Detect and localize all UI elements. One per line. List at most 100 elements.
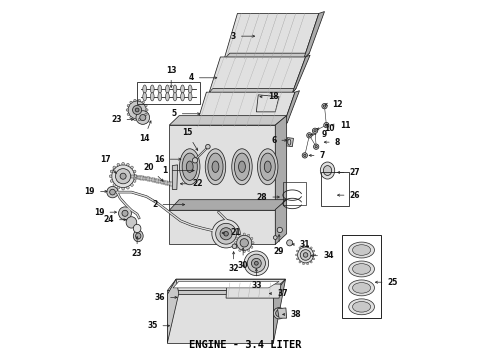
Ellipse shape <box>133 170 136 173</box>
Ellipse shape <box>220 228 232 240</box>
Text: 1: 1 <box>162 166 194 175</box>
Text: 35: 35 <box>147 321 170 330</box>
Text: 29: 29 <box>274 235 284 256</box>
Ellipse shape <box>310 261 312 263</box>
Ellipse shape <box>109 175 112 177</box>
Ellipse shape <box>130 117 132 119</box>
Text: 19: 19 <box>85 187 107 196</box>
Ellipse shape <box>212 161 219 172</box>
Text: 33: 33 <box>251 269 262 291</box>
Polygon shape <box>169 200 287 210</box>
Ellipse shape <box>252 242 254 244</box>
Bar <box>140 176 144 180</box>
Ellipse shape <box>307 133 312 138</box>
Text: 20: 20 <box>144 163 163 181</box>
Text: 31: 31 <box>292 240 311 249</box>
Polygon shape <box>168 279 286 291</box>
Ellipse shape <box>116 168 131 184</box>
Ellipse shape <box>302 153 307 158</box>
Polygon shape <box>168 294 273 343</box>
Ellipse shape <box>188 85 192 93</box>
Text: 16: 16 <box>154 155 181 164</box>
Ellipse shape <box>142 101 145 103</box>
Text: 15: 15 <box>182 128 198 150</box>
Bar <box>154 179 157 182</box>
Text: ENGINE - 3.4 LITER: ENGINE - 3.4 LITER <box>189 341 301 351</box>
Text: 17: 17 <box>100 155 116 174</box>
Polygon shape <box>287 138 294 147</box>
Polygon shape <box>293 55 310 93</box>
Ellipse shape <box>234 242 237 244</box>
Ellipse shape <box>239 234 241 237</box>
Ellipse shape <box>310 247 312 249</box>
Ellipse shape <box>288 139 291 145</box>
Bar <box>156 179 159 183</box>
Ellipse shape <box>130 101 132 103</box>
Ellipse shape <box>134 99 136 102</box>
Ellipse shape <box>173 93 177 101</box>
Bar <box>137 82 199 104</box>
Polygon shape <box>224 53 309 59</box>
Text: 23: 23 <box>111 115 134 124</box>
Ellipse shape <box>352 302 370 312</box>
Text: 13: 13 <box>166 66 176 87</box>
Text: 21: 21 <box>222 229 241 238</box>
Polygon shape <box>275 200 287 244</box>
Ellipse shape <box>140 114 146 121</box>
Ellipse shape <box>244 251 269 276</box>
Text: 8: 8 <box>324 138 340 147</box>
Ellipse shape <box>349 242 374 258</box>
Ellipse shape <box>186 158 190 162</box>
Ellipse shape <box>240 239 248 247</box>
Bar <box>342 235 381 318</box>
Ellipse shape <box>313 258 315 260</box>
Ellipse shape <box>303 245 304 247</box>
Ellipse shape <box>254 261 258 265</box>
Bar <box>147 177 150 181</box>
Ellipse shape <box>224 231 228 236</box>
Text: 3: 3 <box>231 32 255 41</box>
Polygon shape <box>168 279 179 343</box>
Ellipse shape <box>166 85 169 93</box>
Ellipse shape <box>277 227 282 233</box>
Ellipse shape <box>122 162 124 165</box>
Ellipse shape <box>314 130 316 132</box>
Ellipse shape <box>304 154 306 157</box>
Ellipse shape <box>239 161 245 172</box>
Ellipse shape <box>145 104 147 107</box>
Text: 4: 4 <box>189 73 217 82</box>
Ellipse shape <box>134 175 137 177</box>
Text: 18: 18 <box>260 92 278 101</box>
Ellipse shape <box>247 249 250 252</box>
Text: 10: 10 <box>317 125 335 134</box>
Bar <box>158 180 162 183</box>
Bar <box>152 178 155 182</box>
Ellipse shape <box>127 104 129 107</box>
Ellipse shape <box>113 184 116 186</box>
Ellipse shape <box>257 149 278 185</box>
Ellipse shape <box>313 128 318 134</box>
Ellipse shape <box>216 223 237 244</box>
Ellipse shape <box>127 113 129 115</box>
Ellipse shape <box>182 153 197 180</box>
Ellipse shape <box>193 158 197 163</box>
Ellipse shape <box>113 166 116 169</box>
Ellipse shape <box>295 254 297 256</box>
Ellipse shape <box>325 124 327 126</box>
Ellipse shape <box>133 105 142 114</box>
Polygon shape <box>283 91 299 127</box>
Ellipse shape <box>247 254 266 273</box>
Ellipse shape <box>236 237 238 240</box>
Ellipse shape <box>107 186 118 198</box>
Ellipse shape <box>136 233 141 239</box>
Bar <box>143 176 146 180</box>
Ellipse shape <box>143 85 147 93</box>
Polygon shape <box>224 13 319 59</box>
Ellipse shape <box>142 117 145 119</box>
Ellipse shape <box>287 240 293 246</box>
Ellipse shape <box>314 254 316 256</box>
Polygon shape <box>209 57 306 93</box>
Text: 7: 7 <box>309 151 325 160</box>
Ellipse shape <box>112 165 134 188</box>
Ellipse shape <box>323 105 326 107</box>
